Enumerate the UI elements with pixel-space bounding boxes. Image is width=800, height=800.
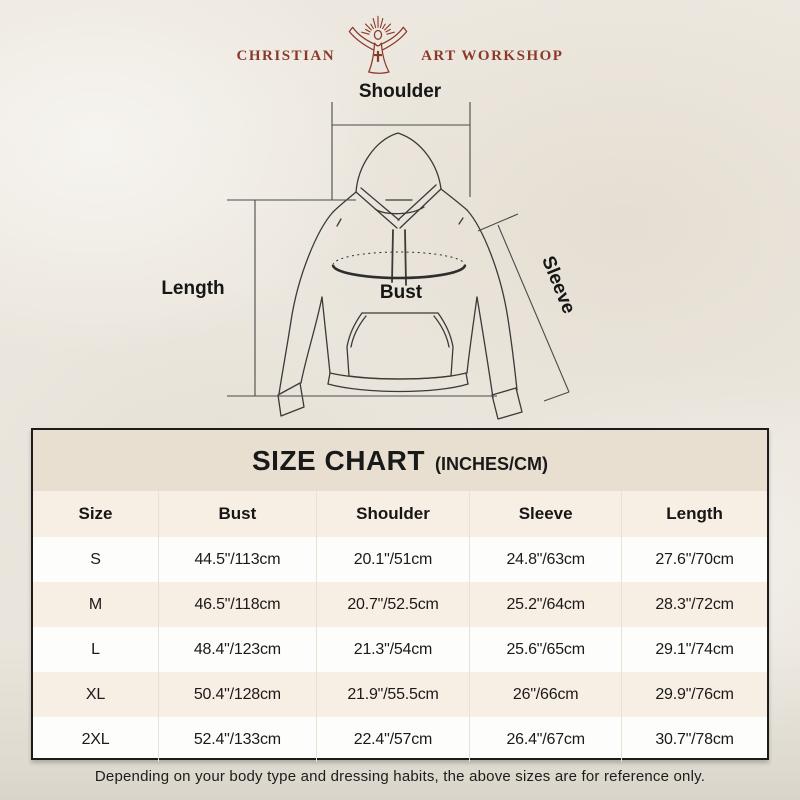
size-cell: 2XL <box>81 730 110 748</box>
col-header-size: Size <box>33 491 159 537</box>
size-cell: M <box>33 582 159 627</box>
jesus-figure-icon <box>348 15 408 74</box>
shoulder-cell: 22.4"/57cm <box>315 717 470 762</box>
col-header-length: Length <box>621 491 767 537</box>
brand-name-right: ART WORKSHOP <box>421 48 564 64</box>
footer-note: Depending on your body type and dressing… <box>94 768 706 785</box>
size-table-header-row: Size Bust Shoulder Sleeve Length <box>33 491 767 537</box>
sleeve-cell: 25.6"/65cm <box>469 627 622 672</box>
cross-icon <box>374 50 383 62</box>
shoulder-cell: 20.7"/52.5cm <box>315 582 470 627</box>
sleeve-cell: 26.4"/67cm <box>469 717 622 762</box>
shoulder-cell: 21.3"/54cm <box>315 627 470 672</box>
length-cell: 29.1"/74cm <box>621 627 767 672</box>
hoodie-outline <box>277 132 523 420</box>
col-header-sleeve: Sleeve <box>469 491 622 537</box>
length-cell: 29.9"/76cm <box>621 672 767 717</box>
sleeve-measure-label: Sleeve <box>537 253 579 317</box>
bust-cell: 50.4"/128cm <box>158 672 317 717</box>
length-cell: 27.6"/70cm <box>621 537 767 582</box>
bust-cell: 46.5"/118cm <box>158 582 317 627</box>
size-row-m: M 46.5"/118cm 20.7"/52.5cm 25.2"/64cm 28… <box>33 582 767 627</box>
col-header-shoulder: Shoulder <box>315 491 470 537</box>
size-row-l: L 48.4"/123cm 21.3"/54cm 25.6"/65cm 29.1… <box>33 627 767 672</box>
col-header-bust: Bust <box>158 491 317 537</box>
length-cell: 28.3"/72cm <box>621 582 767 627</box>
length-measure-label: Length <box>161 278 224 299</box>
sun-rays <box>361 15 395 35</box>
size-row-2xl: 2XL 52.4"/133cm 22.4"/57cm 26.4"/67cm 30… <box>33 717 767 762</box>
brand-logo: CHRISTIAN <box>0 12 800 78</box>
size-cell: S <box>90 550 101 568</box>
shoulder-cell: 20.1"/51cm <box>315 537 470 582</box>
shoulder-measure-label: Shoulder <box>359 83 442 102</box>
size-cell: L <box>91 640 100 658</box>
bust-measure-label: Bust <box>380 282 423 303</box>
bust-cell: 52.4"/133cm <box>158 717 317 762</box>
figure-outline <box>348 26 408 74</box>
size-table: Size Bust Shoulder Sleeve Length S 44.5"… <box>33 491 767 762</box>
size-row-s: S 44.5"/113cm 20.1"/51cm 24.8"/63cm 27.6… <box>33 537 767 582</box>
measurement-lines <box>227 102 570 402</box>
length-cell: 30.7"/78cm <box>621 717 767 762</box>
size-chart-title: SIZE CHART (INCHES/CM) <box>33 430 767 491</box>
bust-ellipse <box>331 251 467 280</box>
size-cell: XL <box>33 672 159 717</box>
hoodie-measurement-diagram: Shoulder Length Bust Sleeve <box>161 83 579 420</box>
brand-name-left: CHRISTIAN <box>236 48 336 64</box>
sleeve-cell: 25.2"/64cm <box>469 582 622 627</box>
shoulder-cell: 21.9"/55.5cm <box>315 672 470 717</box>
size-row-xl: XL 50.4"/128cm 21.9"/55.5cm 26"/66cm 29.… <box>33 672 767 717</box>
sleeve-cell: 24.8"/63cm <box>469 537 622 582</box>
bust-cell: 44.5"/113cm <box>158 537 317 582</box>
size-chart-title-main: SIZE CHART <box>252 445 425 476</box>
sleeve-cell: 26"/66cm <box>469 672 622 717</box>
size-chart-title-units: (INCHES/CM) <box>435 454 548 474</box>
size-chart-panel: SIZE CHART (INCHES/CM) Size Bust Shoulde… <box>31 428 769 762</box>
bust-cell: 48.4"/123cm <box>158 627 317 672</box>
